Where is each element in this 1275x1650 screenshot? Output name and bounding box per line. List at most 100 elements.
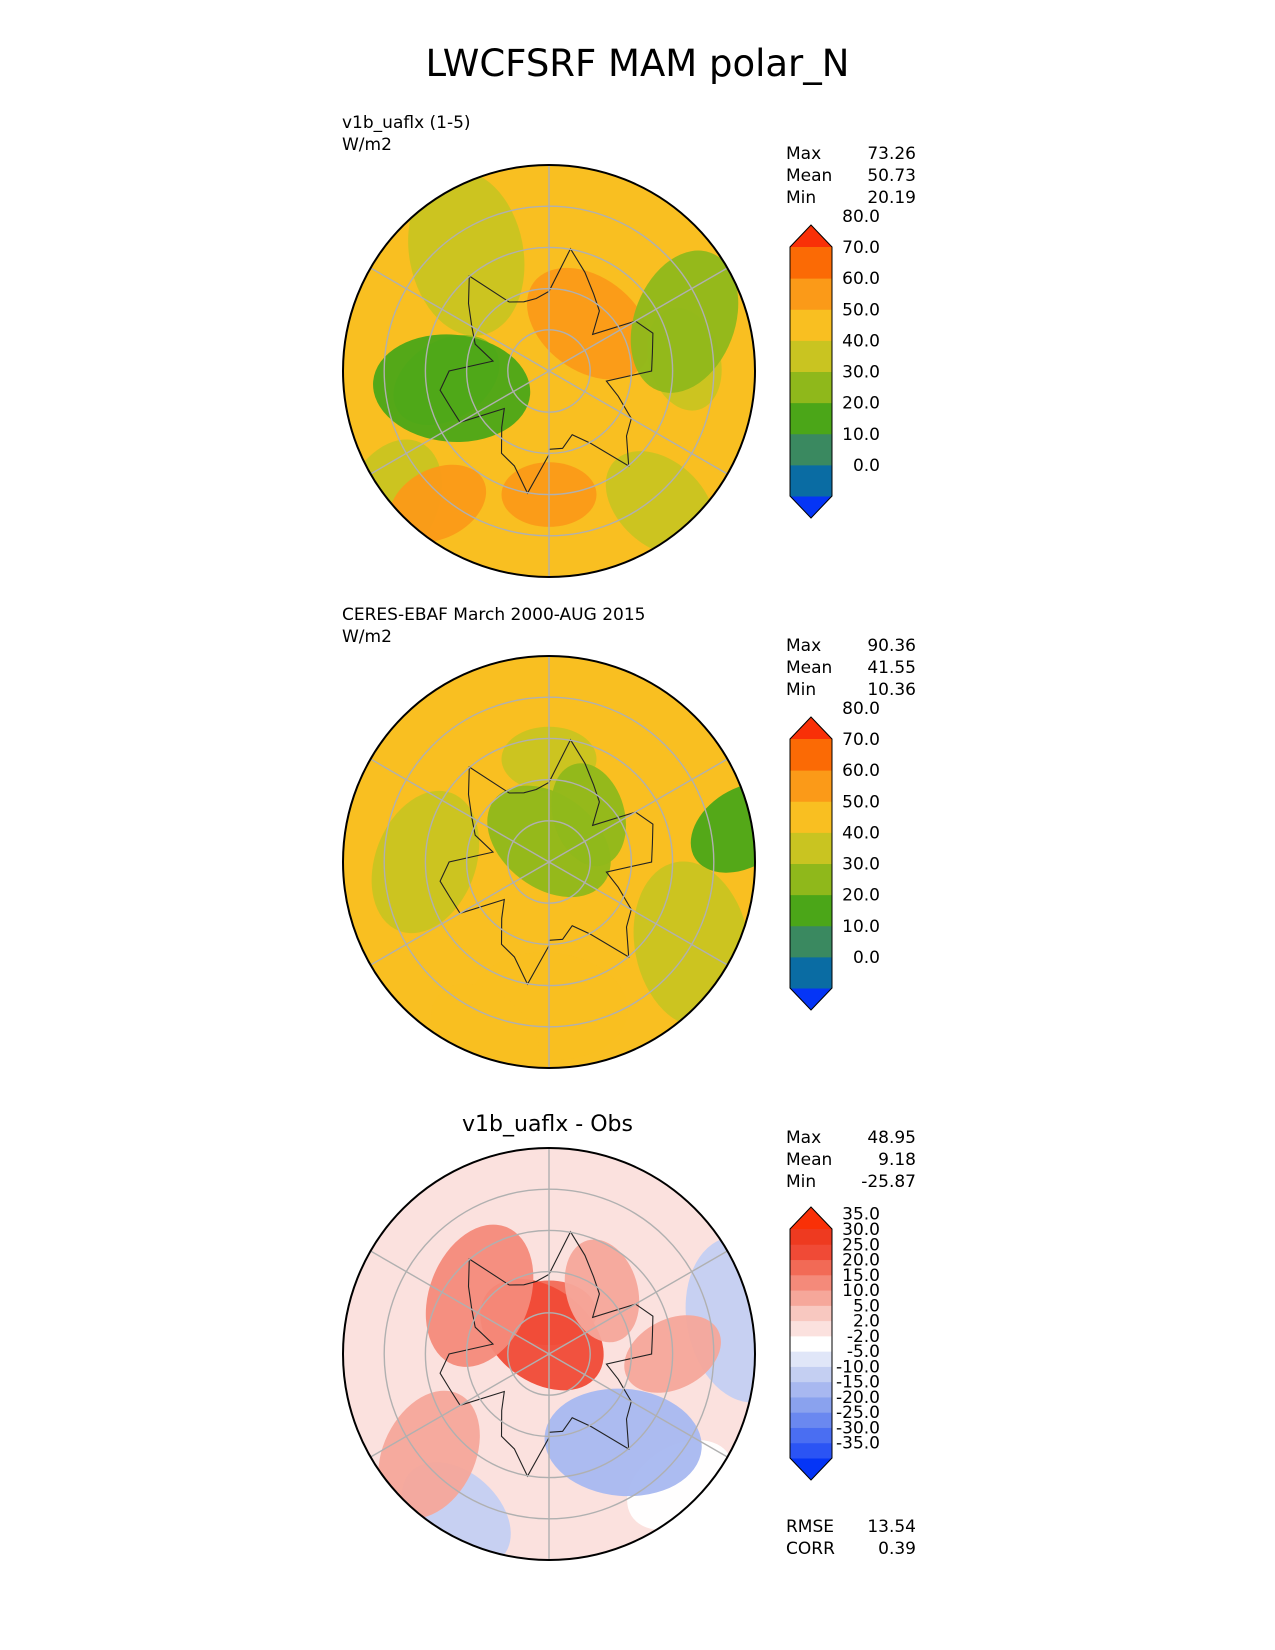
panel-2-title: CERES-EBAF March 2000-AUG 2015	[342, 605, 646, 625]
stat-max-label: Max	[786, 636, 822, 656]
colorbar-segment	[790, 1229, 832, 1245]
map-boundary	[342, 164, 756, 578]
colorbar-segment	[790, 1335, 832, 1352]
colorbar-tick-label: 60.0	[842, 269, 880, 289]
stat-min-value: 20.19	[867, 188, 916, 208]
colorbar-tick-label: -2.0	[847, 1327, 880, 1347]
colorbar-tick-label: 0.0	[853, 456, 880, 476]
colorbar-extend-low	[790, 988, 832, 1010]
colorbar-segment	[790, 433, 832, 466]
colorbar-tick-label: 80.0	[842, 699, 880, 719]
panel-2-label: CERES-EBAF March 2000-AUG 2015 W/m2	[342, 604, 645, 648]
rmse-label: RMSE	[786, 1517, 835, 1537]
stat-max-value: 73.26	[867, 144, 916, 164]
graticule	[343, 1148, 755, 1560]
colorbar-tick-label: -10.0	[836, 1357, 880, 1377]
coastline	[439, 1230, 654, 1478]
panel-1-title: v1b_uaflx (1-5)	[342, 113, 471, 133]
stat-mean-label: Mean	[786, 166, 833, 186]
colorbar-tick-label: -35.0	[836, 1434, 880, 1454]
stat-mean-value: 50.73	[867, 166, 916, 186]
field-region	[378, 1390, 480, 1519]
colorbar-2: 0.0 10.0 20.0 30.0 40.0 50.0 60.0 70.0 80.0	[789, 699, 880, 1011]
stat-min-label: Min	[786, 188, 817, 208]
colorbar-tick-label: 70.0	[842, 730, 880, 750]
colorbar-3: -35.0-30.0-25.0-20.0-15.0-10.0-5.0-2.02.…	[789, 1205, 880, 1481]
graticule	[343, 656, 755, 1068]
stat-max-label: Max	[786, 144, 822, 164]
colorbar-tick-label: 60.0	[842, 761, 880, 781]
stat-mean-label: Mean	[786, 658, 833, 678]
panel-1-label: v1b_uaflx (1-5) W/m2	[342, 112, 471, 156]
map-field	[378, 1224, 755, 1560]
colorbar-tick-label: 20.0	[842, 1251, 880, 1271]
colorbar-segment	[790, 894, 832, 927]
meridian-line	[548, 370, 728, 475]
coastline	[439, 247, 654, 495]
colorbar-segment	[790, 1305, 832, 1322]
colorbar-segment	[790, 832, 832, 864]
colorbar-tick-label: 2.0	[853, 1312, 880, 1332]
map-panel-2	[342, 655, 756, 1069]
panel-2-stats: Max 90.36 Mean 41.55 Min 10.36	[786, 635, 916, 701]
meridian-line	[548, 758, 728, 863]
colorbar-tick-label: -30.0	[836, 1418, 880, 1438]
meridian-line	[370, 861, 550, 966]
colorbar-segment	[790, 801, 832, 833]
colorbar-tick-label: 40.0	[842, 331, 880, 351]
colorbar-segment	[790, 1396, 832, 1413]
meridian-line	[548, 267, 728, 372]
colorbar-tick-label: 25.0	[842, 1235, 880, 1255]
meridian-line	[548, 861, 728, 966]
panel-3-metrics: RMSE 13.54 CORR 0.39	[786, 1516, 916, 1560]
field-region	[527, 267, 651, 380]
stat-mean-value: 9.18	[878, 1150, 916, 1170]
meridian-line	[370, 1250, 550, 1355]
colorbar-segment	[790, 1442, 832, 1459]
stat-max-value: 48.95	[867, 1128, 916, 1148]
colorbar-tick-label: 10.0	[842, 917, 880, 937]
stat-min-value: -25.87	[861, 1172, 916, 1192]
figure-title: LWCFSRF MAM polar_N	[425, 42, 850, 85]
colorbar-tick-label: 20.0	[842, 394, 880, 414]
stat-min-label: Min	[786, 1172, 817, 1192]
meridian-line	[548, 1250, 728, 1355]
colorbar-extend-high	[790, 225, 832, 247]
colorbar-tick-label: 50.0	[842, 300, 880, 320]
field-region	[630, 250, 739, 393]
colorbar-segment	[790, 1290, 832, 1306]
stat-mean-label: Mean	[786, 1150, 833, 1170]
stat-min-label: Min	[786, 680, 817, 700]
colorbar-segment	[790, 402, 832, 435]
field-region	[690, 782, 755, 873]
colorbar-tick-label: 30.0	[842, 363, 880, 383]
colorbar-tick-label: 10.0	[842, 425, 880, 445]
colorbar-segment	[790, 770, 832, 802]
panel-1-stats: Max 73.26 Mean 50.73 Min 20.19	[786, 143, 916, 209]
graticule	[343, 165, 755, 577]
colorbar-segment	[790, 1412, 832, 1428]
colorbar-segment	[790, 1366, 832, 1383]
colorbar-segment	[790, 956, 832, 989]
colorbar-tick-label: 30.0	[842, 855, 880, 875]
panel-1-units: W/m2	[342, 135, 392, 155]
colorbar-tick-label: 15.0	[842, 1266, 880, 1286]
colorbar-outline	[789, 224, 833, 519]
colorbar-segment	[790, 1259, 832, 1276]
meridian-line	[370, 758, 550, 863]
colorbar-tick-label: 10.0	[842, 1281, 880, 1301]
colorbar-tick-label: 5.0	[853, 1296, 880, 1316]
colorbar-extend-low	[790, 496, 832, 518]
colorbar-outline	[789, 1206, 833, 1481]
field-region	[425, 1224, 534, 1367]
colorbar-segment	[790, 464, 832, 497]
colorbar-tick-label: -25.0	[836, 1403, 880, 1423]
colorbar-tick-label: 20.0	[842, 886, 880, 906]
colorbar-extend-high	[790, 717, 832, 739]
colorbar-segment	[790, 1274, 832, 1291]
colorbar-segment	[790, 1381, 832, 1398]
corr-label: CORR	[786, 1539, 835, 1559]
rmse-value: 13.54	[867, 1517, 916, 1537]
field-region	[408, 169, 525, 336]
colorbar-tick-label: 0.0	[853, 948, 880, 968]
